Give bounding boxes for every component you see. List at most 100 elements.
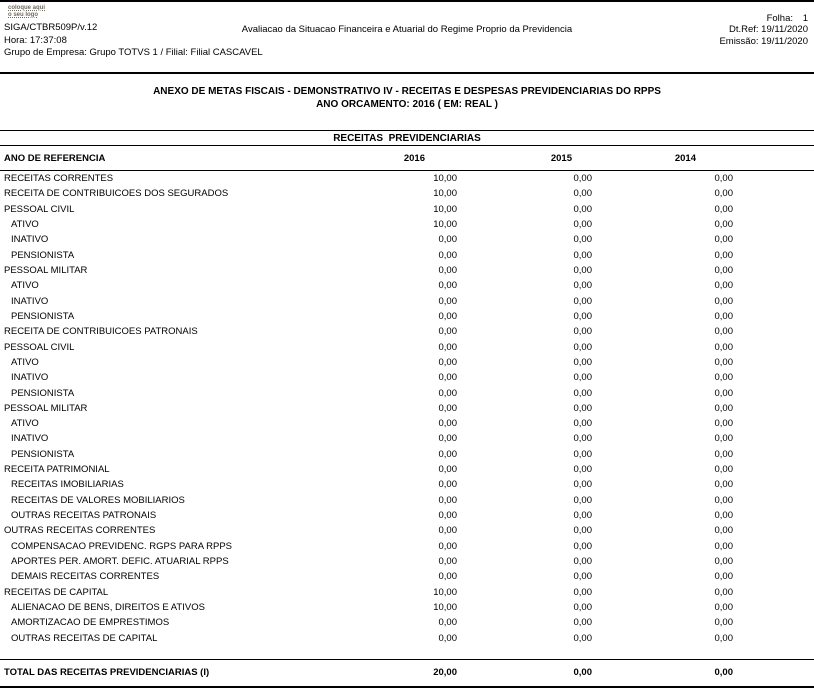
- row-value-2016: 0,00: [438, 234, 458, 246]
- row-value-2016: 0,00: [438, 632, 458, 644]
- row-value-2014: 0,00: [714, 188, 734, 200]
- table-row: RECEITAS CORRENTES 10,00 0,00 0,00: [0, 171, 814, 186]
- row-label: OUTRAS RECEITAS CORRENTES: [4, 525, 156, 537]
- row-value-2015: 0,00: [573, 510, 593, 522]
- row-label: RECEITAS CORRENTES: [4, 173, 114, 185]
- row-value-2016: 0,00: [438, 356, 458, 368]
- table-row: PESSOAL CIVIL 10,00 0,00 0,00: [0, 202, 814, 217]
- row-value-2016: 0,00: [438, 402, 458, 414]
- row-value-2014: 0,00: [714, 555, 734, 567]
- column-header-2014: 2014: [674, 152, 696, 164]
- row-value-2014: 0,00: [714, 632, 734, 644]
- row-label: RECEITA DE CONTRIBUICOES DOS SEGURADOS: [4, 188, 229, 200]
- table-row: PESSOAL MILITAR 0,00 0,00 0,00: [0, 401, 814, 416]
- company-branch: Grupo de Empresa: Grupo TOTVS 1 / Filial…: [4, 47, 263, 59]
- table-row: APORTES PER. AMORT. DEFIC. ATUARIAL RPPS…: [0, 554, 814, 569]
- row-value-2016: 10,00: [433, 601, 457, 613]
- row-value-2014: 0,00: [714, 310, 734, 322]
- table-row: OUTRAS RECEITAS CORRENTES 0,00 0,00 0,00: [0, 523, 814, 538]
- row-value-2015: 0,00: [573, 464, 593, 476]
- total-value-2015: 0,00: [573, 667, 593, 679]
- row-label: PESSOAL CIVIL: [4, 203, 75, 215]
- row-label: INATIVO: [11, 295, 49, 307]
- row-label: DEMAIS RECEITAS CORRENTES: [11, 571, 160, 583]
- table-row: RECEITAS DE CAPITAL 10,00 0,00 0,00: [0, 584, 814, 599]
- row-value-2014: 0,00: [714, 356, 734, 368]
- row-value-2014: 0,00: [714, 464, 734, 476]
- row-value-2014: 0,00: [714, 433, 734, 445]
- divider-line: [0, 170, 814, 171]
- table-row: INATIVO 0,00 0,00 0,00: [0, 370, 814, 385]
- row-value-2015: 0,00: [573, 632, 593, 644]
- row-value-2015: 0,00: [573, 280, 593, 292]
- table-row: RECEITA DE CONTRIBUICOES PATRONAIS 0,00 …: [0, 324, 814, 339]
- row-label: INATIVO: [11, 433, 49, 445]
- table-row: RECEITA PATRIMONIAL 0,00 0,00 0,00: [0, 462, 814, 477]
- row-value-2014: 0,00: [714, 173, 734, 185]
- row-value-2015: 0,00: [573, 418, 593, 430]
- table-row: PESSOAL CIVIL 0,00 0,00 0,00: [0, 339, 814, 354]
- row-value-2015: 0,00: [573, 234, 593, 246]
- total-label: TOTAL DAS RECEITAS PREVIDENCIARIAS (I): [4, 667, 210, 679]
- row-value-2016: 10,00: [433, 586, 457, 598]
- row-value-2014: 0,00: [714, 479, 734, 491]
- print-time: Hora: 17:37:08: [4, 34, 67, 46]
- row-value-2015: 0,00: [573, 265, 593, 277]
- row-value-2016: 0,00: [438, 525, 458, 537]
- table-row: AMORTIZACAO DE EMPRESTIMOS 0,00 0,00 0,0…: [0, 615, 814, 630]
- row-value-2015: 0,00: [573, 494, 593, 506]
- row-label: INATIVO: [11, 372, 49, 384]
- page-number-value: 1: [802, 13, 808, 24]
- row-value-2014: 0,00: [714, 586, 734, 598]
- row-value-2015: 0,00: [573, 203, 593, 215]
- document-title-line1: ANEXO DE METAS FISCAIS - DEMONSTRATIVO I…: [153, 86, 661, 97]
- row-label: ATIVO: [11, 356, 39, 368]
- row-value-2014: 0,00: [714, 387, 734, 399]
- row-value-2016: 0,00: [438, 387, 458, 399]
- row-value-2014: 0,00: [714, 326, 734, 338]
- report-header: coloque aqui o seu logo SIGA/CTBR509P/v.…: [0, 0, 814, 74]
- row-value-2015: 0,00: [573, 341, 593, 353]
- row-value-2014: 0,00: [714, 510, 734, 522]
- divider-line: [0, 658, 814, 660]
- table-row: INATIVO 0,00 0,00 0,00: [0, 294, 814, 309]
- row-value-2015: 0,00: [573, 249, 593, 261]
- row-label: ATIVO: [11, 219, 39, 231]
- table-body: RECEITAS CORRENTES 10,00 0,00 0,00 RECEI…: [0, 171, 814, 646]
- row-value-2015: 0,00: [573, 372, 593, 384]
- table-row: ATIVO 0,00 0,00 0,00: [0, 416, 814, 431]
- row-value-2015: 0,00: [573, 433, 593, 445]
- program-id: SIGA/CTBR509P/v.12: [4, 22, 98, 33]
- row-value-2014: 0,00: [714, 402, 734, 414]
- row-value-2014: 0,00: [714, 601, 734, 613]
- row-value-2014: 0,00: [714, 265, 734, 277]
- row-label: PESSOAL CIVIL: [4, 341, 75, 353]
- emission-date: Emissão: 19/11/2020: [719, 35, 808, 47]
- table-section-title: RECEITAS PREVIDENCIARIAS: [333, 132, 481, 144]
- table-row: PENSIONISTA 0,00 0,00 0,00: [0, 447, 814, 462]
- table-row: PENSIONISTA 0,00 0,00 0,00: [0, 385, 814, 400]
- row-value-2016: 0,00: [438, 295, 458, 307]
- row-label: ALIENACAO DE BENS, DIREITOS E ATIVOS: [11, 601, 205, 613]
- logo-placeholder-line1: coloque aqui: [8, 5, 46, 11]
- row-value-2016: 0,00: [438, 494, 458, 506]
- row-value-2016: 0,00: [438, 265, 458, 277]
- row-value-2016: 0,00: [438, 555, 458, 567]
- row-value-2016: 0,00: [438, 326, 458, 338]
- top-border-line: [0, 0, 814, 2]
- row-value-2015: 0,00: [573, 448, 593, 460]
- table-row: INATIVO 0,00 0,00 0,00: [0, 431, 814, 446]
- table-row: COMPENSACAO PREVIDENC. RGPS PARA RPPS 0,…: [0, 539, 814, 554]
- row-value-2016: 10,00: [433, 219, 457, 231]
- divider-line: [0, 145, 814, 146]
- row-label: INATIVO: [11, 234, 49, 246]
- table-row: INATIVO 0,00 0,00 0,00: [0, 232, 814, 247]
- row-value-2014: 0,00: [714, 418, 734, 430]
- table-row: OUTRAS RECEITAS DE CAPITAL 0,00 0,00 0,0…: [0, 630, 814, 645]
- header-left-block: SIGA/CTBR509P/v.12 Hora: 17:37:08 Grupo …: [4, 22, 263, 60]
- document-title-line2: ANO ORCAMENTO: 2016 ( EM: REAL ): [316, 99, 498, 110]
- row-value-2015: 0,00: [573, 479, 593, 491]
- row-value-2015: 0,00: [573, 571, 593, 583]
- table-column-header: ANO DE REFERENCIA 2016 2015 2014: [0, 146, 814, 170]
- row-value-2015: 0,00: [573, 525, 593, 537]
